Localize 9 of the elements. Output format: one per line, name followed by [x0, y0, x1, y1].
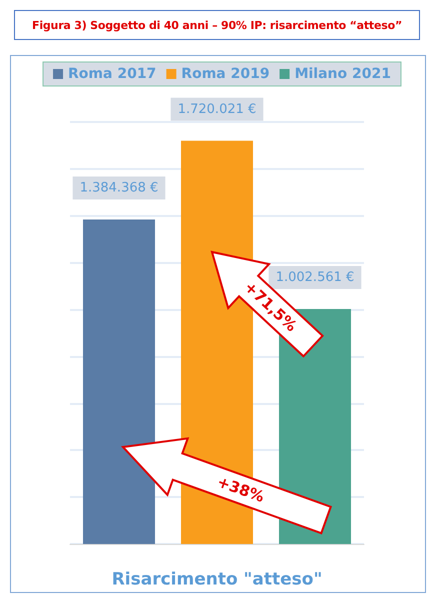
legend-label: Roma 2017	[68, 66, 156, 82]
x-axis-title: Risarcimento "atteso"	[112, 569, 322, 590]
data-label: 1.384.368 €	[80, 180, 158, 196]
legend-label: Milano 2021	[294, 66, 391, 82]
data-label: 1.720.021 €	[178, 102, 256, 117]
legend-label: Roma 2019	[181, 66, 270, 82]
annotation: +38%	[214, 472, 267, 506]
data-label: 1.002.561 €	[276, 270, 354, 285]
chart-title: Figura 3) Soggetto di 40 anni – 90% IP: risarcimento “atteso”	[14, 10, 420, 40]
